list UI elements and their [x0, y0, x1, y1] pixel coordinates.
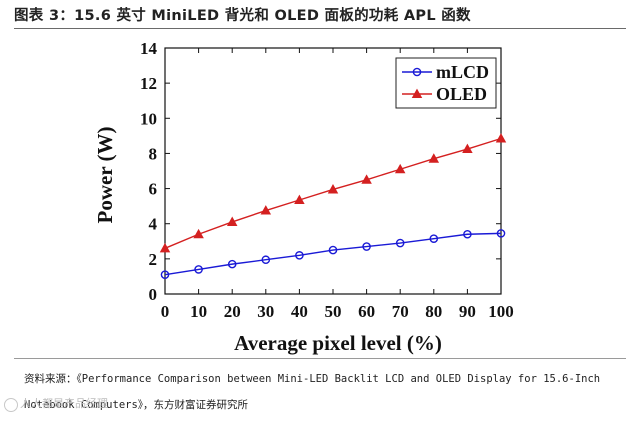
x-tick-label: 100 — [488, 302, 514, 321]
figure-caption: 图表 3：15.6 英寸 MiniLED 背光和 OLED 面板的功耗 APL … — [14, 4, 626, 26]
data-point-mlcd — [496, 229, 506, 238]
data-point-mlcd — [362, 242, 371, 251]
x-tick-label: 70 — [392, 302, 409, 321]
data-point-oled — [361, 174, 372, 184]
data-point-oled — [495, 133, 507, 143]
data-point-mlcd — [395, 238, 405, 248]
data-point-oled — [394, 163, 406, 174]
x-axis-ticks: 0 10 20 30 40 50 60 70 80 90 100 — [161, 48, 514, 321]
x-tick-label: 30 — [257, 302, 274, 321]
data-point-oled — [327, 184, 339, 194]
legend-marker-oled — [411, 88, 423, 99]
y-axis-title: Power (W) — [93, 127, 117, 224]
series-layer — [159, 133, 507, 279]
y-tick-label: 2 — [149, 250, 158, 269]
data-point-oled — [159, 242, 171, 253]
y-tick-label: 10 — [140, 109, 157, 128]
legend-marker-mlcd — [412, 67, 422, 77]
series-oled — [159, 133, 507, 253]
data-point-oled — [462, 143, 473, 154]
power-vs-apl-chart: 0 2 4 6 8 10 12 14 0 10 20 30 40 50 60 70 80 90 100 Avera… — [93, 39, 514, 355]
legend-label-oled: OLED — [436, 84, 487, 104]
data-point-oled — [428, 153, 440, 163]
x-tick-label: 80 — [425, 302, 442, 321]
x-tick-label: 40 — [291, 302, 308, 321]
y-tick-label: 12 — [140, 74, 157, 93]
series-mlcd — [160, 229, 506, 279]
y-tick-label: 0 — [149, 285, 158, 304]
y-tick-label: 8 — [149, 144, 158, 163]
caption-divider — [14, 28, 626, 29]
x-tick-label: 20 — [224, 302, 241, 321]
y-axis-ticks: 0 2 4 6 8 10 12 14 — [140, 39, 501, 304]
x-tick-label: 10 — [190, 302, 207, 321]
source-note: 资料来源：《Performance Comparison between Min… — [24, 373, 607, 411]
legend-box — [395, 57, 497, 109]
y-tick-label: 14 — [140, 39, 158, 58]
data-point-mlcd — [160, 270, 170, 279]
data-point-oled — [193, 228, 204, 239]
figure-caption-text: 图表 3：15.6 英寸 MiniLED 背光和 OLED 面板的功耗 APL … — [14, 8, 471, 24]
x-tick-label: 0 — [161, 302, 170, 321]
y-tick-label: 4 — [149, 215, 158, 234]
watermark: 人人都是产品经理 — [20, 397, 108, 410]
data-point-mlcd — [194, 265, 203, 274]
legend-label-mlcd: mLCD — [436, 62, 489, 82]
x-tick-label: 60 — [358, 302, 375, 321]
data-point-oled — [260, 205, 272, 215]
data-point-mlcd — [295, 251, 304, 260]
data-point-mlcd — [261, 255, 271, 265]
data-point-mlcd — [429, 234, 439, 243]
data-point-mlcd — [328, 245, 338, 255]
x-axis-title: Average pixel level (%) — [234, 331, 442, 355]
data-point-oled — [226, 216, 238, 226]
watermark-logo-icon — [4, 398, 18, 412]
data-point-mlcd — [463, 229, 472, 239]
y-tick-label: 6 — [149, 180, 158, 199]
x-tick-label: 50 — [325, 302, 342, 321]
data-point-oled — [294, 194, 305, 205]
x-tick-label: 90 — [459, 302, 476, 321]
source-divider — [14, 358, 626, 359]
series-line-mlcd — [164, 232, 502, 276]
data-point-mlcd — [227, 259, 237, 269]
